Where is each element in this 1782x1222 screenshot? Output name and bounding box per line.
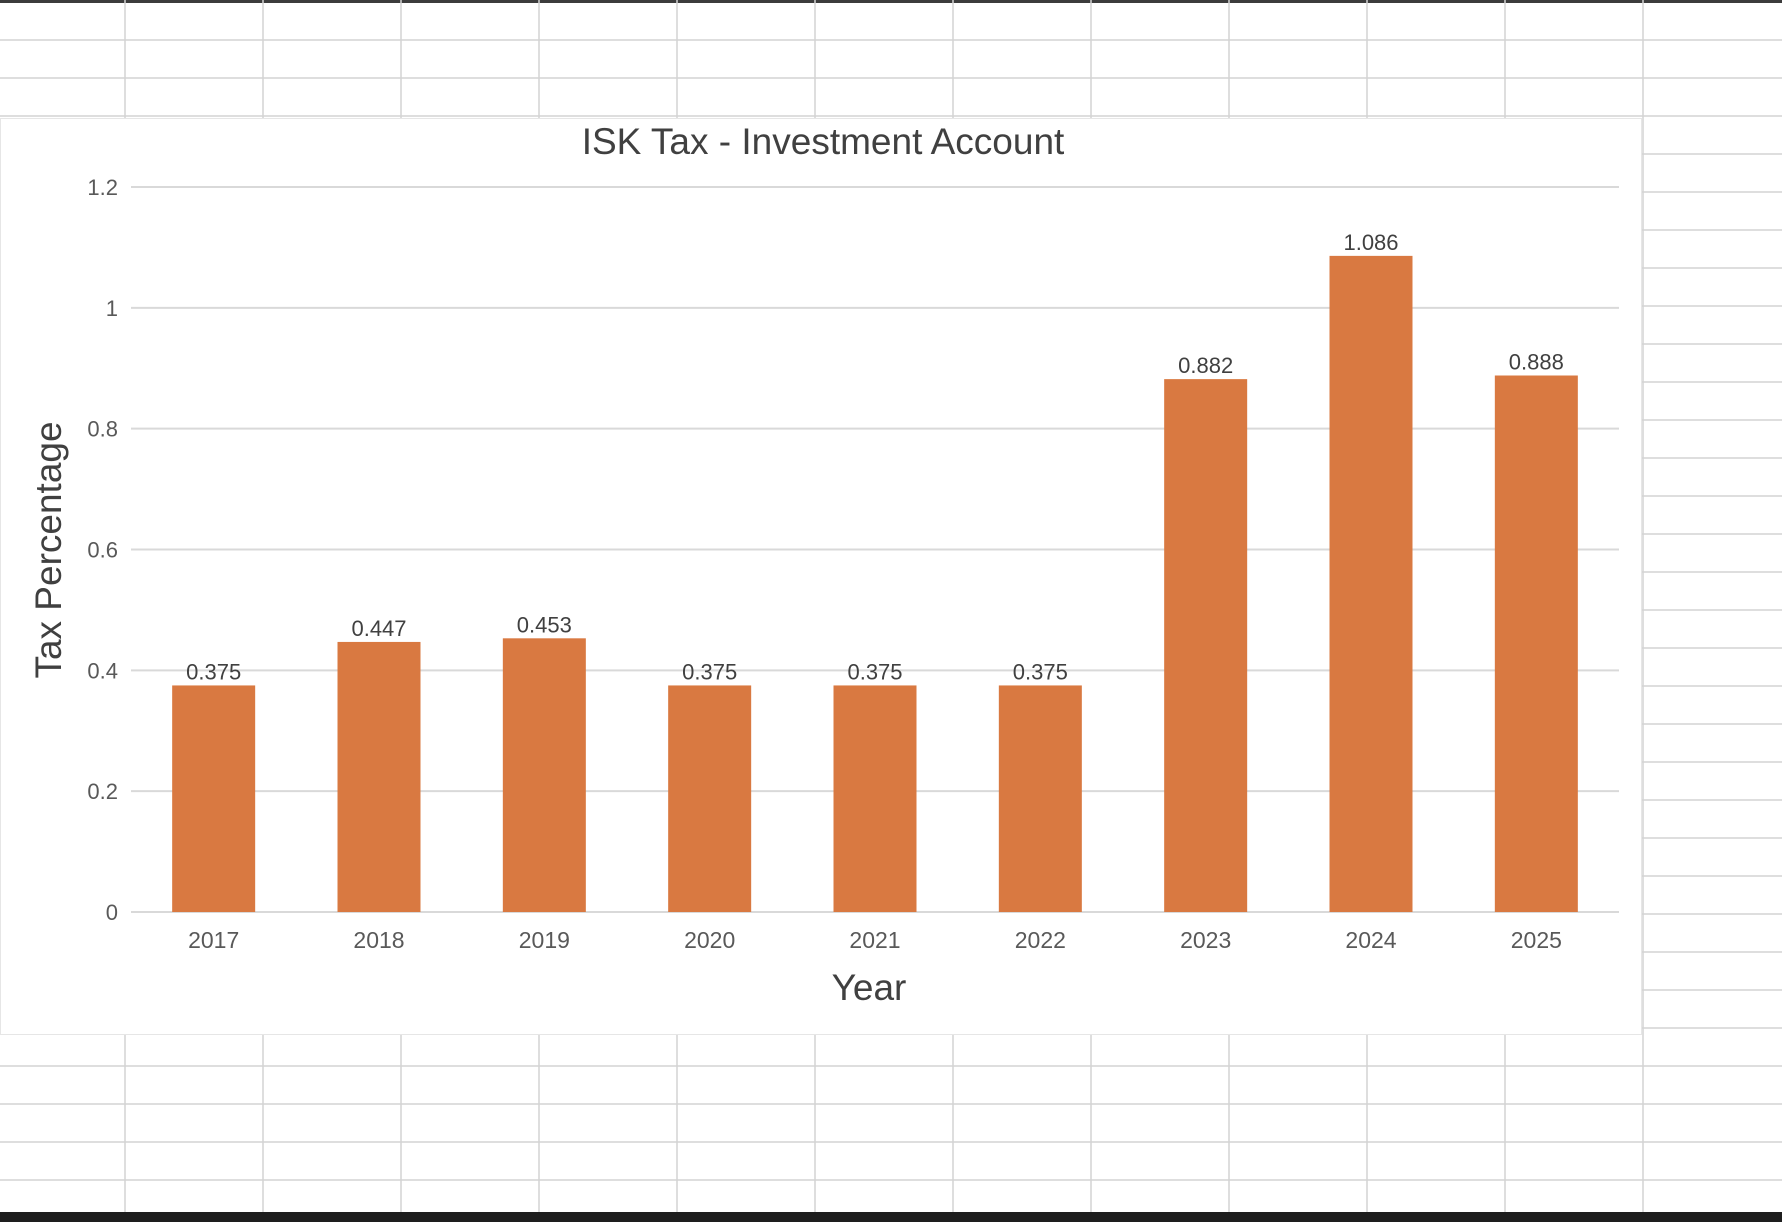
y-tick-label: 0.6 bbox=[87, 538, 118, 563]
data-label: 0.375 bbox=[847, 659, 902, 684]
x-tick-label: 2021 bbox=[849, 927, 900, 953]
x-tick-label: 2017 bbox=[188, 927, 239, 953]
x-axis-ticks: 2017 2018 2019 2020 2021 2022 2023 2024 2025 bbox=[188, 927, 1562, 953]
bar[interactable] bbox=[172, 685, 256, 912]
bar[interactable] bbox=[668, 685, 752, 912]
x-tick-label: 2024 bbox=[1345, 927, 1396, 953]
x-tick-label: 2022 bbox=[1015, 927, 1066, 953]
y-tick-label: 1.2 bbox=[87, 175, 118, 200]
data-label: 0.447 bbox=[351, 616, 406, 641]
bar[interactable] bbox=[337, 641, 421, 912]
y-axis-title: Tax Percentage bbox=[28, 421, 69, 678]
x-axis-title: Year bbox=[832, 967, 907, 1008]
x-tick-label: 2018 bbox=[353, 927, 404, 953]
y-tick-label: 0.4 bbox=[87, 658, 118, 683]
data-label: 0.888 bbox=[1509, 350, 1564, 375]
bar[interactable] bbox=[502, 638, 586, 912]
data-label: 0.375 bbox=[186, 659, 241, 684]
data-label: 0.882 bbox=[1178, 353, 1233, 378]
data-label: 0.375 bbox=[1013, 659, 1068, 684]
chart-title: ISK Tax - Investment Account bbox=[582, 121, 1065, 162]
y-tick-label: 0 bbox=[106, 900, 118, 925]
bars bbox=[172, 255, 1578, 913]
y-tick-label: 0.2 bbox=[87, 779, 118, 804]
bar[interactable] bbox=[1329, 255, 1413, 912]
bar[interactable] bbox=[998, 685, 1082, 912]
bar[interactable] bbox=[833, 685, 917, 912]
data-label: 0.453 bbox=[517, 612, 572, 637]
data-labels: 0.375 0.447 0.453 0.375 0.375 0.375 0.882 1.086… bbox=[186, 230, 1564, 685]
data-label: 0.375 bbox=[682, 659, 737, 684]
y-axis-ticks: 0 0.2 0.4 0.6 0.8 1 1.2 bbox=[87, 175, 118, 925]
x-tick-label: 2025 bbox=[1511, 927, 1562, 953]
x-tick-label: 2023 bbox=[1180, 927, 1231, 953]
data-label: 1.086 bbox=[1343, 230, 1398, 255]
bar[interactable] bbox=[1494, 375, 1578, 913]
x-tick-label: 2019 bbox=[519, 927, 570, 953]
bar[interactable] bbox=[1164, 379, 1248, 912]
y-tick-label: 1 bbox=[106, 296, 118, 321]
chart-area[interactable]: 0 0.2 0.4 0.6 0.8 1 1.2 0.375 0.447 0.453 0.375 0.… bbox=[0, 118, 1642, 1035]
x-tick-label: 2020 bbox=[684, 927, 735, 953]
y-tick-label: 0.8 bbox=[87, 417, 118, 442]
